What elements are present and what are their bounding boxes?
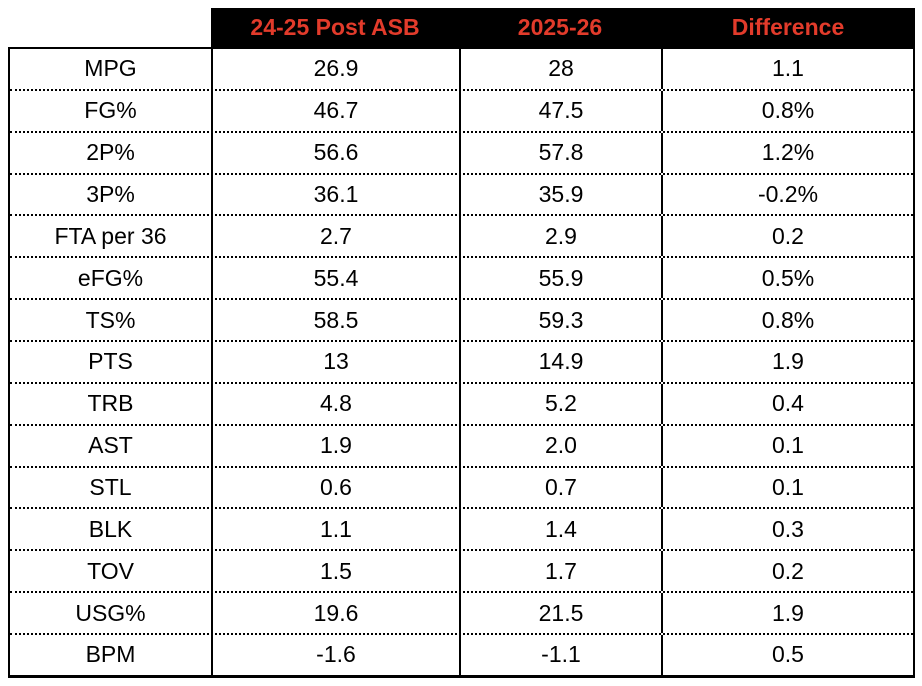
stat-value: 1.2% (661, 132, 913, 173)
table-row: TS% 58.5 59.3 0.8% (10, 298, 913, 341)
row-label: BPM (85, 641, 136, 668)
row-label: TS% (85, 306, 136, 333)
table-row: AST 1.9 2.0 0.1 (10, 423, 913, 466)
stat-value: 0.8% (661, 300, 913, 341)
stat-value: 14.9 (459, 342, 661, 382)
row-label: FG% (84, 97, 137, 124)
stat-value: 2.7 (211, 216, 459, 257)
row-label: eFG% (77, 264, 144, 291)
row-label: TOV (87, 557, 134, 584)
stat-value: 0.7 (459, 467, 661, 508)
stat-value: 19.6 (211, 593, 459, 634)
stat-value: 26.9 (211, 49, 459, 89)
table-row: TRB 4.8 5.2 0.4 (10, 381, 913, 424)
column-header-prev-season: 24-25 Post ASB (250, 14, 420, 40)
stat-value: 59.3 (459, 300, 661, 341)
stat-value: 0.3 (661, 509, 913, 550)
stat-value: 35.9 (459, 174, 661, 215)
header-row: 24-25 Post ASB 2025-26 Difference (211, 8, 915, 47)
table-row: BPM -1.6 -1.1 0.5 (10, 633, 913, 675)
stat-value: 5.2 (459, 383, 661, 424)
stat-value: 1.9 (661, 342, 913, 382)
stat-value: 0.1 (661, 425, 913, 466)
stat-value: -1.6 (211, 635, 459, 675)
row-label: BLK (88, 515, 133, 542)
stat-value: 55.9 (459, 258, 661, 299)
row-label: 2P% (86, 139, 135, 166)
stat-value: 56.6 (211, 132, 459, 173)
stat-value: 0.1 (661, 467, 913, 508)
stat-value: 1.9 (211, 425, 459, 466)
row-label: STL (89, 474, 132, 501)
stat-value: 0.5% (661, 258, 913, 299)
stat-value: 1.1 (211, 509, 459, 550)
stat-value: 28 (459, 49, 661, 89)
stat-value: 47.5 (459, 90, 661, 131)
stat-value: 0.4 (661, 383, 913, 424)
stat-value: 1.4 (459, 509, 661, 550)
row-label: 3P% (86, 181, 135, 207)
stat-value: 0.5 (661, 635, 913, 675)
table-row: MPG 26.9 28 1.1 (10, 49, 913, 89)
stat-value: 0.8% (661, 90, 913, 131)
stat-value: 0.2 (661, 551, 913, 592)
row-label: MPG (84, 55, 137, 82)
column-header-difference: Difference (731, 14, 845, 40)
stat-value: -1.1 (459, 635, 661, 675)
stat-value: 1.5 (211, 551, 459, 592)
table-row: 2P% 56.6 57.8 1.2% (10, 130, 913, 173)
table-row: TOV 1.5 1.7 0.2 (10, 549, 913, 592)
column-header-current-season: 2025-26 (517, 14, 603, 40)
row-label: TRB (87, 390, 134, 417)
table-row: STL 0.6 0.7 0.1 (10, 465, 913, 508)
stat-value: 55.4 (211, 258, 459, 299)
row-label: FTA per 36 (54, 222, 167, 249)
row-label: USG% (75, 599, 146, 626)
stat-value: 4.8 (211, 383, 459, 424)
table-body: MPG 26.9 28 1.1 FG% 46.7 47.5 0.8% 2P% 56.6 57.8 1.… (8, 47, 915, 678)
stat-value: 57.8 (459, 132, 661, 173)
stat-value: 2.9 (459, 216, 661, 257)
stat-value: 21.5 (459, 593, 661, 634)
stat-value: 1.9 (661, 593, 913, 634)
table-row: PTS 13 14.9 1.9 (10, 340, 913, 382)
stat-value: -0.2% (661, 174, 913, 215)
stat-value: 46.7 (211, 90, 459, 131)
stat-value: 36.1 (211, 174, 459, 215)
stat-value: 0.2 (661, 216, 913, 257)
table-row: USG% 19.6 21.5 1.9 (10, 591, 913, 634)
stat-value: 13 (211, 342, 459, 382)
table-row: 3P% 36.1 35.9 -0.2% (10, 172, 913, 215)
table-row: FTA per 36 2.7 2.9 0.2 (10, 214, 913, 257)
table-row: FG% 46.7 47.5 0.8% (10, 88, 913, 131)
row-label: AST (88, 432, 133, 459)
stat-value: 0.6 (211, 467, 459, 508)
table-row: BLK 1.1 1.4 0.3 (10, 507, 913, 550)
stat-value: 58.5 (211, 300, 459, 341)
stat-value: 1.7 (459, 551, 661, 592)
stat-value: 1.1 (661, 49, 913, 89)
stat-value: 2.0 (459, 425, 661, 466)
table-row: eFG% 55.4 55.9 0.5% (10, 256, 913, 299)
row-label: PTS (88, 348, 133, 375)
